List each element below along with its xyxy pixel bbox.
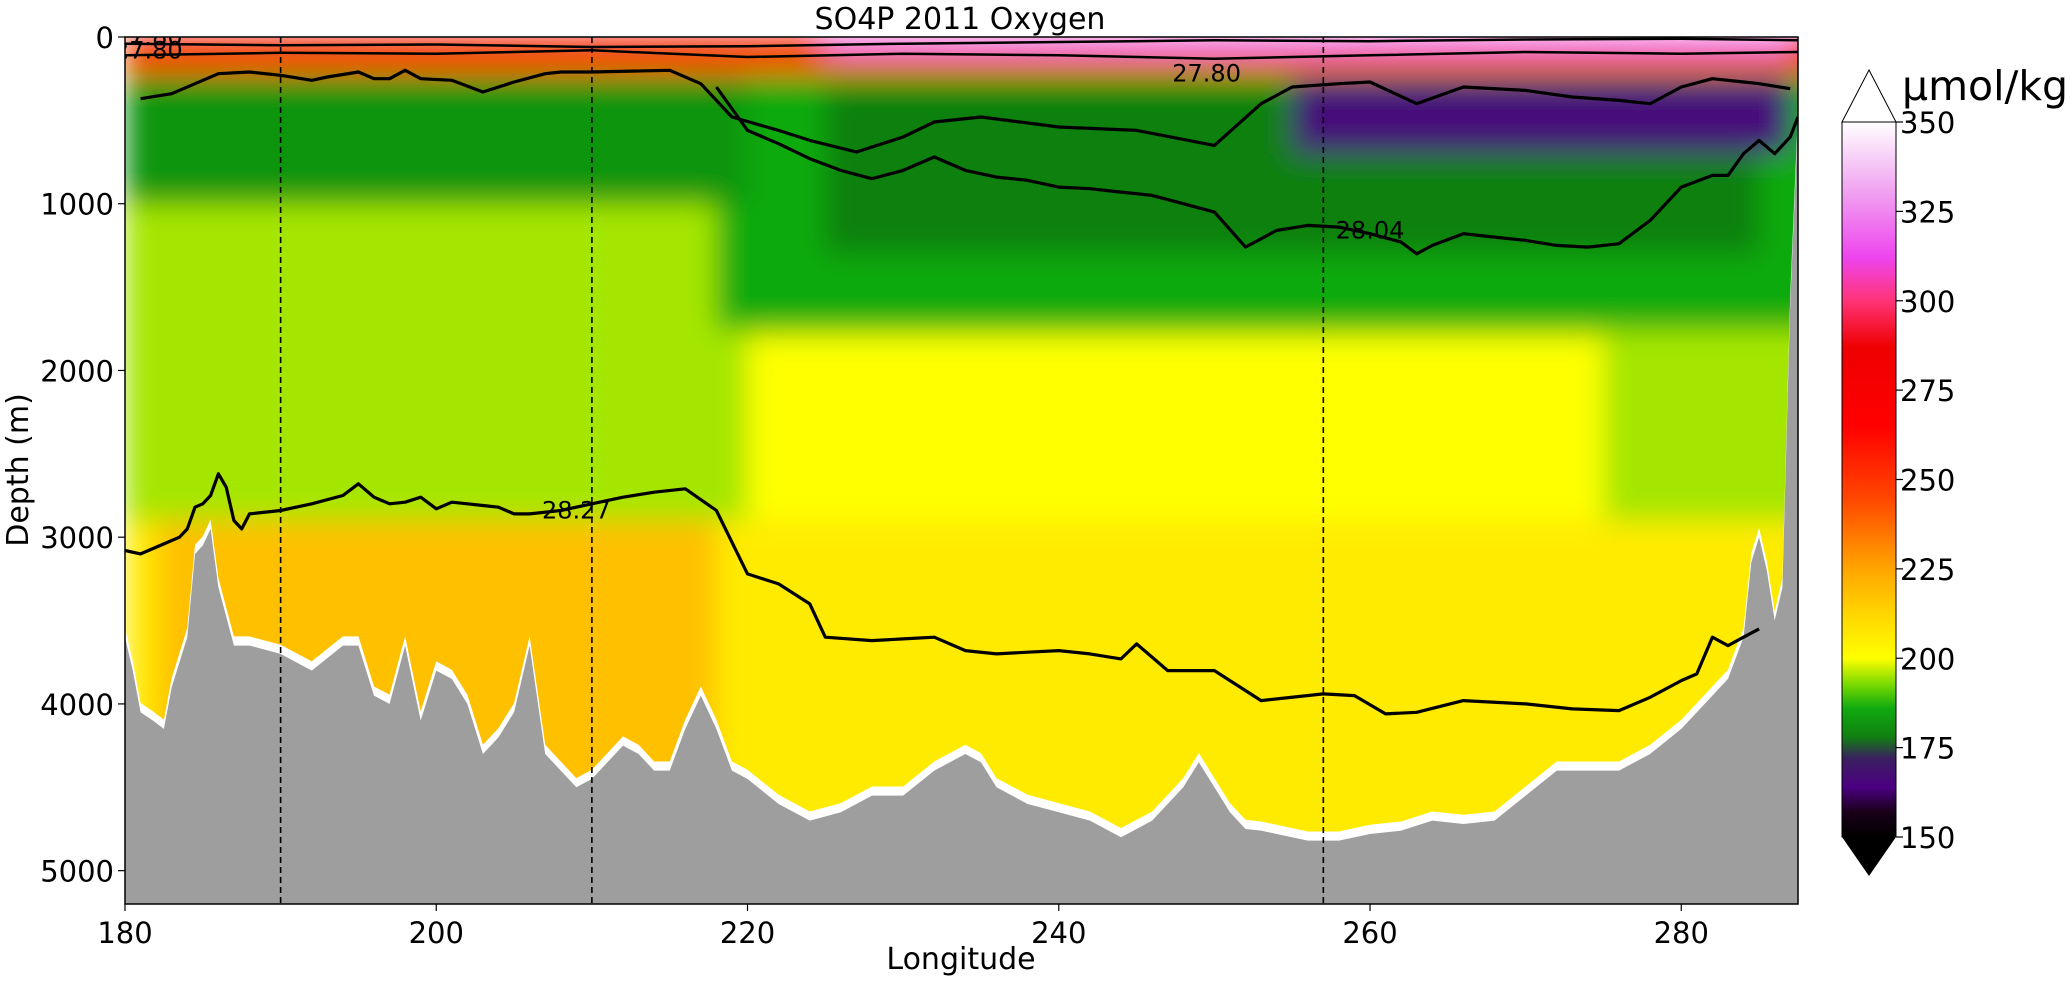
surface-contour <box>125 37 1798 49</box>
isopycnal-label: 27.80 <box>114 23 183 51</box>
colorbar-gradient <box>1842 122 1896 837</box>
isopycnal-label: 27.80 <box>114 36 183 64</box>
y-tick-label: 3000 <box>40 521 114 555</box>
colorbar-unit: µmol/kg <box>1902 62 2068 110</box>
x-axis: 180 200 220 240 260 280 <box>97 904 1709 950</box>
section-lines <box>279 37 1325 904</box>
bathymetry <box>125 111 1798 904</box>
isopycnal-contour <box>140 68 1791 154</box>
seafloor <box>125 120 1798 904</box>
colorbar-tick-label: 300 <box>1900 285 1955 319</box>
colorbar-tick-label: 175 <box>1900 732 1955 766</box>
y-tick-label: 2000 <box>40 354 114 388</box>
x-tick-label: 260 <box>1342 916 1397 950</box>
colorbar-tick-label: 225 <box>1900 553 1955 587</box>
y-axis: 0 1000 2000 3000 4000 5000 <box>40 21 125 889</box>
isopycnal-contours <box>125 37 1798 716</box>
colorbar-tick-label: 250 <box>1900 464 1955 498</box>
colorbar-tick-label: 200 <box>1900 642 1955 676</box>
x-tick-label: 180 <box>97 916 152 950</box>
plot-frame <box>124 36 1799 905</box>
oxygen-region <box>1292 78 1791 154</box>
oxygen-field <box>125 37 1798 904</box>
y-tick-label: 5000 <box>40 855 114 889</box>
isopycnal-label: 27.80 <box>1172 60 1241 88</box>
oxygen-region <box>125 70 748 204</box>
x-tick-label: 280 <box>1654 916 1709 950</box>
x-tick-label: 240 <box>1031 916 1086 950</box>
oxygen-region <box>747 337 1604 521</box>
y-tick-label: 0 <box>96 21 114 55</box>
colorbar-extend-top <box>1841 68 1897 123</box>
x-tick-label: 220 <box>720 916 775 950</box>
x-axis-label: Longitude <box>886 942 1035 977</box>
isopycnal-label: 28.27 <box>542 497 611 525</box>
colorbar-tick-label: 275 <box>1900 374 1955 408</box>
surface-contour <box>125 49 1798 60</box>
colorbar-tick-label: 350 <box>1900 106 1955 140</box>
colorbar-tick-label: 150 <box>1900 821 1955 855</box>
isopycnal-contour <box>715 86 1798 256</box>
y-axis-label: Depth (m) <box>1 393 36 547</box>
x-tick-label: 200 <box>409 916 464 950</box>
isopycnal-label: 28.04 <box>1336 216 1405 244</box>
colorbar-extend-bottom <box>1842 837 1896 876</box>
y-tick-label: 4000 <box>40 688 114 722</box>
y-tick-label: 1000 <box>40 188 114 222</box>
colorbar: 150 175 200 225 250 275 300 325 350 µmol/kg <box>1841 62 2068 876</box>
chart-title: SO4P 2011 Oxygen <box>815 2 1106 37</box>
colorbar-ticks: 150 175 200 225 250 275 300 325 350 <box>1896 106 1955 855</box>
isopycnal-contour <box>125 472 1760 716</box>
colorbar-tick-label: 325 <box>1900 195 1955 229</box>
